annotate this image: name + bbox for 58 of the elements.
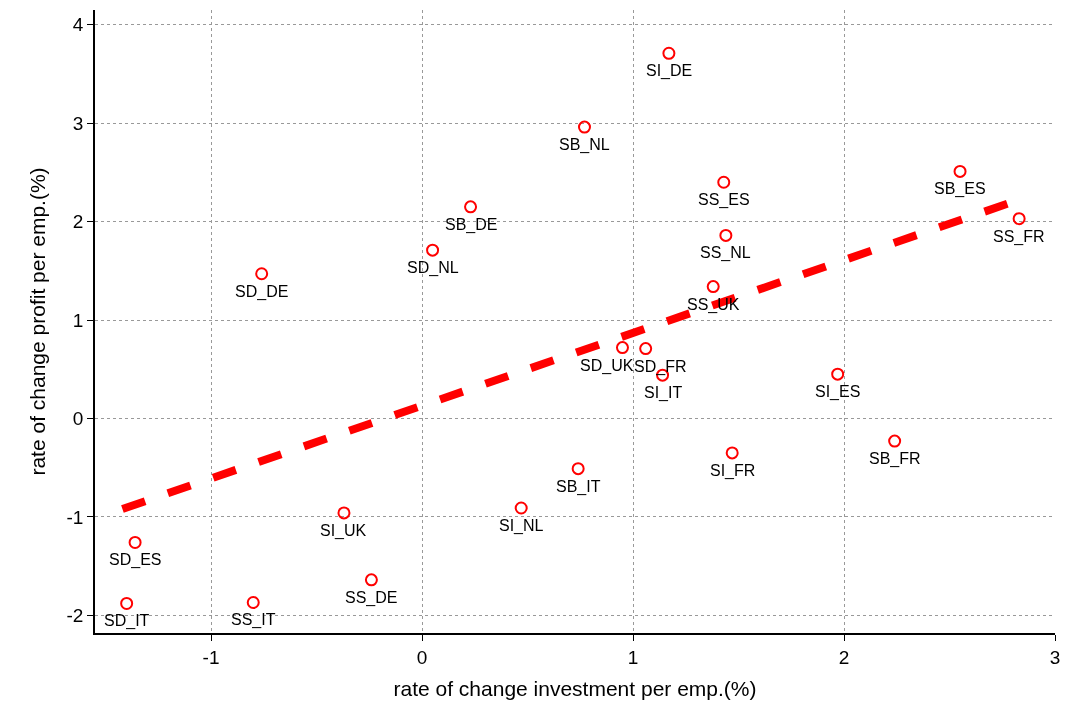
x-axis-title: rate of change investment per emp.(%) xyxy=(393,677,757,701)
annotation: SS_IT xyxy=(231,611,276,629)
annotation: SS_DE xyxy=(345,589,398,607)
annotation: SB_NL xyxy=(559,136,610,154)
point xyxy=(246,595,260,609)
x-tick-label: 2 xyxy=(838,646,850,668)
point xyxy=(719,228,733,242)
y-tick-label: -2 xyxy=(66,604,84,626)
point xyxy=(464,200,478,214)
x-tick-label: 0 xyxy=(416,646,428,668)
point xyxy=(577,120,591,134)
point xyxy=(514,501,528,515)
annotation: SS_NL xyxy=(700,244,751,262)
annotation: SI_IT xyxy=(644,384,683,402)
annotation: SD_ES xyxy=(109,551,162,569)
x-tick-label: 3 xyxy=(1049,646,1061,668)
point xyxy=(639,342,653,356)
point xyxy=(128,535,142,549)
point xyxy=(120,596,134,610)
x-tick-label: 1 xyxy=(627,646,639,668)
annotation: SI_DE xyxy=(646,62,693,80)
y-axis-title: rate of change profit per emp.(%) xyxy=(26,167,50,476)
x-tick-label: -1 xyxy=(202,646,220,668)
point xyxy=(255,267,269,281)
annotation: SI_ES xyxy=(815,383,861,401)
point xyxy=(1012,212,1026,226)
annotation: SI_FR xyxy=(710,462,756,480)
annotation: SB_FR xyxy=(869,450,921,468)
point xyxy=(717,175,731,189)
point xyxy=(571,462,585,476)
point xyxy=(662,46,676,60)
annotation: SI_NL xyxy=(499,517,544,535)
y-tick-label: -1 xyxy=(66,506,84,528)
point xyxy=(364,573,378,587)
annotation: SS_ES xyxy=(698,191,750,209)
point xyxy=(615,341,629,355)
annotation: SI_UK xyxy=(320,522,367,540)
point xyxy=(888,434,902,448)
y-tick-label: 4 xyxy=(72,14,84,36)
y-tick-label: 2 xyxy=(72,211,84,233)
y-tick-label: 3 xyxy=(72,112,84,134)
annotation: SD_UK xyxy=(580,357,634,375)
point xyxy=(337,506,351,520)
annotation: SD_DE xyxy=(235,283,289,301)
point xyxy=(426,243,440,257)
annotation: SD_FR xyxy=(634,358,687,376)
y-tick-label: 1 xyxy=(72,309,84,331)
annotation: SB_ES xyxy=(934,180,986,198)
annotation: SB_IT xyxy=(556,478,601,496)
annotation: SD_NL xyxy=(407,259,459,277)
y-tick-label: 0 xyxy=(72,408,84,430)
annotation: SS_FR xyxy=(993,228,1045,246)
point xyxy=(953,164,967,178)
annotation: SD_IT xyxy=(104,612,150,630)
point xyxy=(706,280,720,294)
point xyxy=(725,446,739,460)
annotation: SB_DE xyxy=(445,216,498,234)
point xyxy=(831,367,845,381)
